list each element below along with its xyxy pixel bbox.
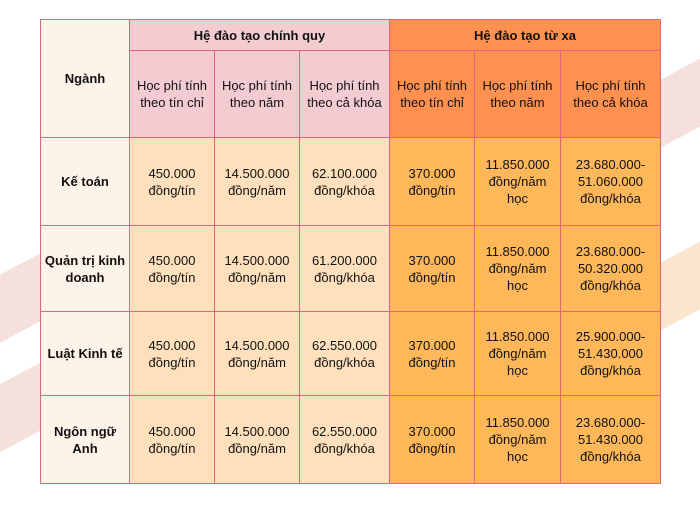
distance-fee-per-course: 25.900.000-51.430.000 đồng/khóa [560,311,661,396]
distance-fee-per-credit-header: Học phí tính theo tín chỉ [389,50,475,138]
regular-fee-per-year: 14.500.000 đồng/năm [214,395,300,484]
distance-fee-per-credit: 370.000 đồng/tín [389,395,475,484]
major-name: Luật Kinh tế [40,311,130,396]
regular-fee-per-course-header: Học phí tính theo cả khóa [299,50,390,138]
regular-fee-per-credit: 450.000 đồng/tín [129,137,215,226]
table-row: Kế toán 450.000 đồng/tín 14.500.000 đồng… [40,137,661,226]
regular-fee-per-credit: 450.000 đồng/tín [129,395,215,484]
distance-fee-per-year: 11.850.000 đồng/năm học [474,225,561,312]
distance-fee-per-credit: 370.000 đồng/tín [389,225,475,312]
distance-fee-per-course-header: Học phí tính theo cả khóa [560,50,661,138]
major-name: Quản trị kinh doanh [40,225,130,312]
regular-fee-per-course: 62.550.000 đồng/khóa [299,311,390,396]
table-header-row: Ngành Hệ đào tạo chính quy Hệ đào tạo từ… [40,19,661,138]
table-row: Luật Kinh tế 450.000 đồng/tín 14.500.000… [40,311,661,396]
table-subheader-row: Học phí tính theo tín chỉ Học phí tính t… [41,50,661,138]
regular-fee-per-year: 14.500.000 đồng/năm [214,225,300,312]
distance-fee-per-course: 23.680.000-51.430.000 đồng/khóa [560,395,661,484]
regular-fee-per-credit-header: Học phí tính theo tín chỉ [129,50,215,138]
regular-fee-per-credit: 450.000 đồng/tín [129,311,215,396]
regular-fee-per-year-header: Học phí tính theo năm [214,50,300,138]
regular-program-header: Hệ đào tạo chính quy [129,19,390,51]
distance-fee-per-course: 23.680.000-50.320.000 đồng/khóa [560,225,661,312]
distance-program-header: Hệ đào tạo từ xa [389,19,661,51]
table-row: Quản trị kinh doanh 450.000 đồng/tín 14.… [40,225,661,312]
distance-fee-per-year: 11.850.000 đồng/năm học [474,395,561,484]
regular-fee-per-year: 14.500.000 đồng/năm [214,311,300,396]
regular-fee-per-course: 61.200.000 đồng/khóa [299,225,390,312]
major-name: Ngôn ngữ Anh [40,395,130,484]
regular-fee-per-year: 14.500.000 đồng/năm [214,137,300,226]
table-row: Ngôn ngữ Anh 450.000 đồng/tín 14.500.000… [40,395,661,484]
distance-fee-per-credit: 370.000 đồng/tín [389,311,475,396]
distance-fee-per-year: 11.850.000 đồng/năm học [474,311,561,396]
major-column-header: Ngành [40,19,130,138]
regular-fee-per-course: 62.550.000 đồng/khóa [299,395,390,484]
regular-fee-per-credit: 450.000 đồng/tín [129,225,215,312]
major-name: Kế toán [40,137,130,226]
distance-fee-per-year: 11.850.000 đồng/năm học [474,137,561,226]
distance-fee-per-course: 23.680.000-51.060.000 đồng/khóa [560,137,661,226]
distance-fee-per-year-header: Học phí tính theo năm [474,50,561,138]
regular-fee-per-course: 62.100.000 đồng/khóa [299,137,390,226]
tuition-fee-table: Ngành Hệ đào tạo chính quy Hệ đào tạo từ… [40,19,661,484]
distance-fee-per-credit: 370.000 đồng/tín [389,137,475,226]
